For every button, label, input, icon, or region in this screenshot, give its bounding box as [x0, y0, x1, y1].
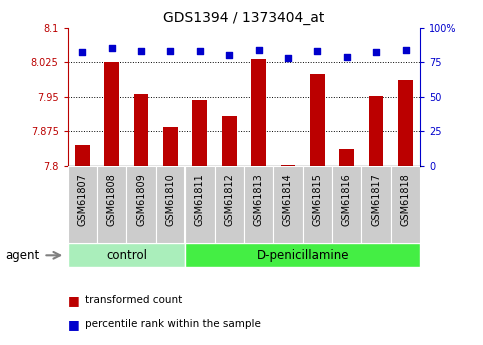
Bar: [127, 166, 156, 243]
Text: control: control: [106, 249, 147, 262]
Point: [108, 46, 115, 51]
Bar: [134, 94, 148, 166]
Text: GSM61815: GSM61815: [313, 173, 322, 226]
Point: [137, 48, 145, 54]
Bar: [251, 59, 266, 166]
Bar: [185, 166, 214, 243]
Bar: [303, 166, 332, 243]
Text: GSM61809: GSM61809: [136, 173, 146, 226]
Title: GDS1394 / 1373404_at: GDS1394 / 1373404_at: [163, 11, 325, 25]
Point: [372, 50, 380, 55]
Bar: [281, 165, 295, 166]
Point: [167, 48, 174, 54]
Text: GSM61814: GSM61814: [283, 173, 293, 226]
Bar: [68, 166, 97, 243]
Bar: [75, 145, 90, 166]
Bar: [163, 127, 178, 166]
Bar: [68, 243, 185, 267]
Bar: [185, 243, 420, 267]
Bar: [193, 100, 207, 166]
Text: ■: ■: [68, 318, 79, 331]
Point: [196, 48, 204, 54]
Text: percentile rank within the sample: percentile rank within the sample: [85, 319, 260, 329]
Text: GSM61816: GSM61816: [342, 173, 352, 226]
Point: [284, 55, 292, 61]
Text: D-penicillamine: D-penicillamine: [256, 249, 349, 262]
Bar: [369, 96, 384, 166]
Point: [226, 52, 233, 58]
Text: transformed count: transformed count: [85, 295, 182, 305]
Bar: [332, 166, 361, 243]
Bar: [273, 166, 303, 243]
Bar: [104, 62, 119, 166]
Text: agent: agent: [5, 249, 39, 262]
Bar: [222, 116, 237, 166]
Point: [78, 50, 86, 55]
Bar: [361, 166, 391, 243]
Bar: [398, 80, 413, 166]
Bar: [244, 166, 273, 243]
Text: GSM61818: GSM61818: [400, 173, 411, 226]
Bar: [97, 166, 127, 243]
Text: GSM61813: GSM61813: [254, 173, 264, 226]
Point: [313, 48, 321, 54]
Text: GSM61811: GSM61811: [195, 173, 205, 226]
Point: [402, 47, 410, 52]
Text: GSM61812: GSM61812: [224, 173, 234, 226]
Text: GSM61807: GSM61807: [77, 173, 87, 226]
Bar: [391, 166, 420, 243]
Text: GSM61810: GSM61810: [166, 173, 175, 226]
Point: [255, 47, 262, 52]
Text: GSM61817: GSM61817: [371, 173, 381, 226]
Bar: [156, 166, 185, 243]
Text: GSM61808: GSM61808: [107, 173, 117, 226]
Text: ■: ■: [68, 294, 79, 307]
Bar: [340, 149, 354, 166]
Bar: [214, 166, 244, 243]
Bar: [310, 73, 325, 166]
Point: [343, 54, 351, 59]
